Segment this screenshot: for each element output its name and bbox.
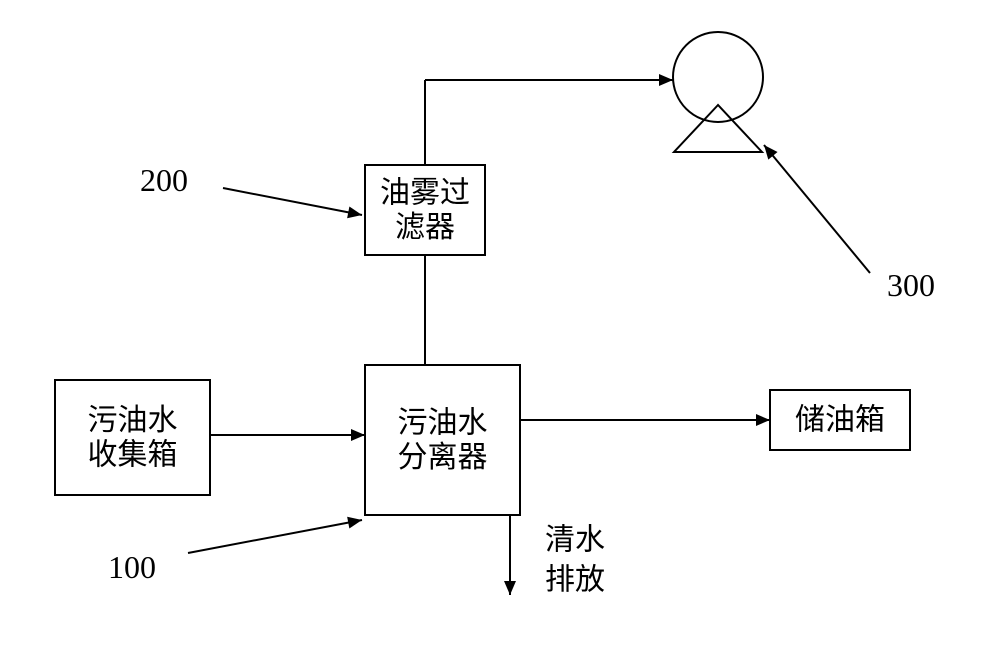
ref-label-r200: 200 xyxy=(140,162,188,198)
ref-label-r300: 300 xyxy=(887,267,935,303)
edge-ref100 xyxy=(188,520,362,553)
box-mist_filter-line1: 油雾过 xyxy=(380,176,470,209)
box-separator-line2: 分离器 xyxy=(398,441,488,474)
ref-label-r100: 100 xyxy=(108,549,156,585)
text-drain_l2: 排放 xyxy=(545,564,605,597)
pump-symbol xyxy=(673,32,763,152)
edge-ref200 xyxy=(223,188,362,215)
box-mist_filter-line2: 滤器 xyxy=(395,211,455,244)
box-collector-line1: 污油水 xyxy=(88,404,178,437)
box-collector: 污油水收集箱 xyxy=(55,380,210,495)
box-separator-line1: 污油水 xyxy=(398,406,488,439)
box-mist_filter: 油雾过滤器 xyxy=(365,165,485,255)
edge-ref300 xyxy=(764,145,870,273)
text-drain_l1: 清水 xyxy=(545,524,605,557)
box-tank: 储油箱 xyxy=(770,390,910,450)
box-separator: 污油水分离器 xyxy=(365,365,520,515)
box-collector-line2: 收集箱 xyxy=(88,438,178,471)
box-tank-line1: 储油箱 xyxy=(795,404,885,437)
